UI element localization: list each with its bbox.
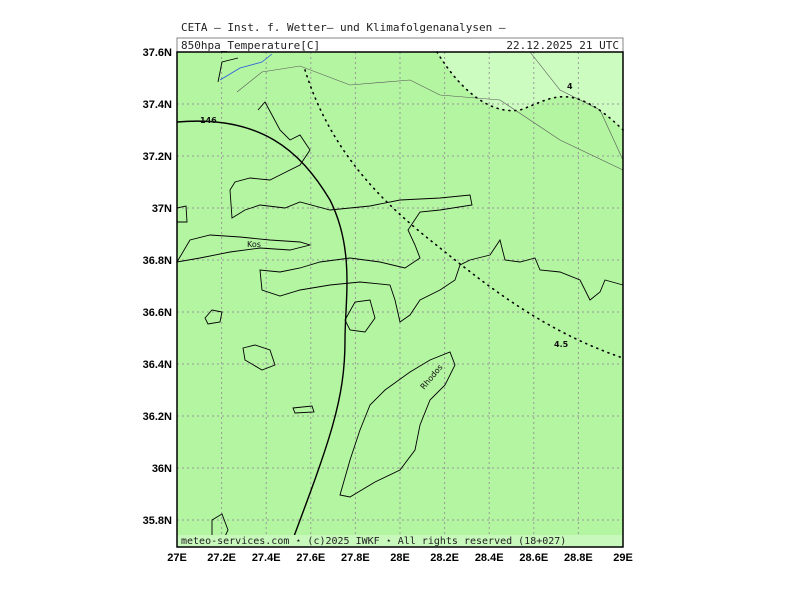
- datetime: 22.12.2025 21 UTC: [506, 39, 619, 52]
- y-tick-label: 37.6N: [143, 47, 172, 59]
- contour-label: 4: [567, 82, 573, 91]
- coastline: [217, 57, 624, 323]
- x-tick-label: 27.4E: [252, 552, 281, 564]
- x-tick-label: 28.2E: [430, 552, 459, 564]
- warm-region: [437, 52, 623, 130]
- coastline-island: [204, 309, 223, 325]
- contour-label: 146: [200, 116, 217, 125]
- border-line: [236, 65, 624, 171]
- x-tick-label: 27E: [167, 552, 187, 564]
- x-tick-label: 27.2E: [207, 552, 236, 564]
- map-area: 146 4 4.5 Kos Rhodos meteo-services.com …: [176, 51, 624, 548]
- contour-line: [176, 120, 348, 548]
- y-tick-label: 37N: [152, 203, 172, 215]
- border-line: [529, 51, 624, 161]
- x-tick-label: 28.6E: [519, 552, 548, 564]
- footer: meteo-services.com ⋆ (c)2025 IWKF ⋆ All …: [181, 536, 566, 547]
- y-tick-label: 37.4N: [143, 99, 172, 111]
- x-tick-label: 27.8E: [341, 552, 370, 564]
- y-tick-label: 36.8N: [143, 255, 172, 267]
- contour-label: 4.5: [554, 340, 569, 349]
- coastline-island: [292, 405, 315, 414]
- y-tick-label: 36.6N: [143, 307, 172, 319]
- coastline-rhodes: [339, 351, 456, 498]
- x-tick-label: 29E: [613, 552, 633, 564]
- x-tick-label: 28.4E: [475, 552, 504, 564]
- y-tick-label: 36N: [152, 463, 172, 475]
- grid: [177, 52, 623, 547]
- coastline-kos: [176, 234, 312, 263]
- map-background: [177, 52, 623, 547]
- contour-line: [436, 51, 624, 131]
- header-title: CETA — Inst. f. Wetter— und Klimafolgena…: [181, 21, 506, 34]
- y-tick-label: 35.8N: [143, 515, 172, 527]
- x-tick-label: 27.6E: [296, 552, 325, 564]
- contour-line: [304, 69, 624, 359]
- x-tick-label: 28.8E: [564, 552, 593, 564]
- coastline-island: [176, 205, 188, 223]
- y-tick-label: 36.4N: [143, 359, 172, 371]
- coastline-island: [242, 344, 276, 371]
- map-frame: [176, 51, 624, 548]
- coastline-island: [344, 299, 376, 333]
- lake-shore: [219, 53, 273, 81]
- axis-labels: 27E 27.2E 27.4E 27.6E 27.8E 28E 28.2E 28.4E 28.6…: [143, 47, 633, 564]
- place-label: Kos: [247, 240, 261, 249]
- field-name: 850hpa_Temperature[C]: [181, 39, 320, 52]
- y-tick-label: 36.2N: [143, 411, 172, 423]
- x-tick-label: 28E: [390, 552, 410, 564]
- footer-band: [177, 535, 623, 547]
- y-tick-label: 37.2N: [143, 151, 172, 163]
